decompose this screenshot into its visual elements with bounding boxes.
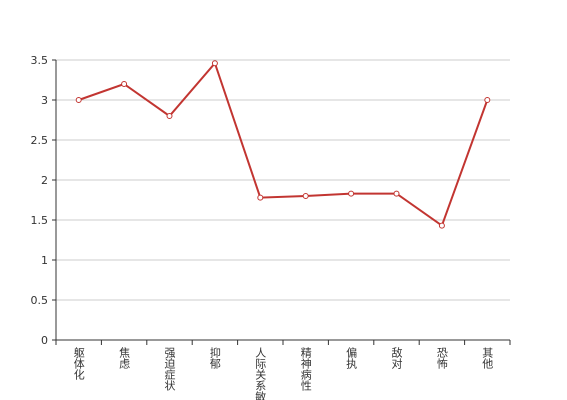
- point: [393, 190, 400, 197]
- x-tick-label: 强迫症状: [163, 347, 176, 391]
- y-tick-label: 0.5: [31, 294, 49, 307]
- point: [484, 97, 491, 103]
- x-tick-label: 抑郁: [208, 346, 221, 369]
- point: [75, 97, 82, 103]
- x-tick-label: 偏执: [345, 346, 358, 370]
- x-tick-label: 敌对: [390, 346, 403, 369]
- point: [211, 60, 218, 67]
- x-tick-label: 恐怖: [435, 347, 448, 369]
- y-tick-label: 1.5: [31, 214, 49, 227]
- y-tick-label: 3.5: [31, 54, 49, 67]
- x-tick-label: 焦虑: [118, 347, 131, 369]
- point: [257, 194, 264, 201]
- point: [438, 222, 445, 229]
- point: [121, 81, 128, 87]
- x-tick-label: 其他: [481, 347, 494, 369]
- x-tick-label: 精神病性: [299, 347, 312, 392]
- point: [302, 193, 309, 199]
- y-tick-label: 3: [41, 94, 48, 107]
- line: [78, 61, 489, 228]
- y-tick-label: 0: [41, 334, 48, 347]
- y-tick-label: 2: [41, 174, 48, 187]
- y-tick-label: 2.5: [31, 134, 49, 147]
- x-tick-label: 人际关系敏感: [254, 347, 267, 400]
- point: [348, 190, 355, 197]
- y-tick-label: 1: [41, 254, 48, 267]
- x-tick-label: 躯体化: [72, 347, 85, 381]
- point: [166, 113, 173, 119]
